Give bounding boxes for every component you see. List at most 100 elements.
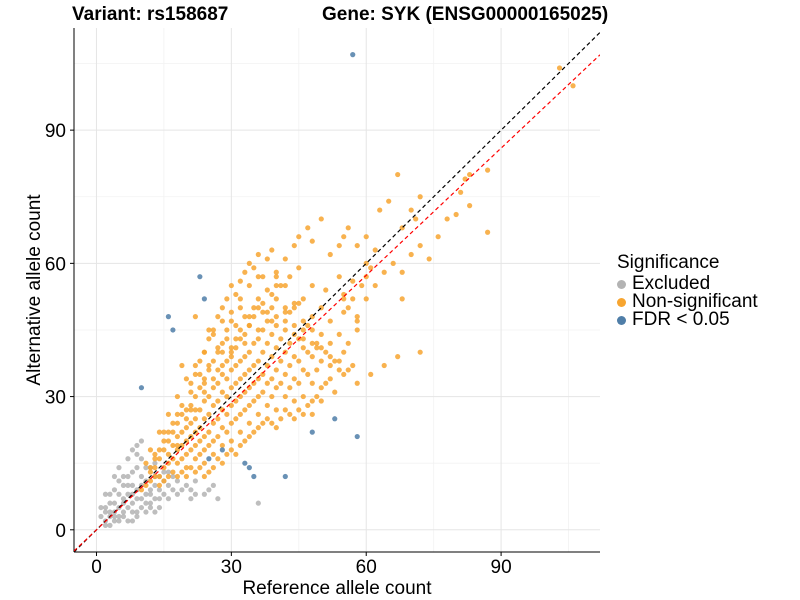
- point-non-significant: [237, 411, 243, 417]
- point-non-significant: [242, 314, 248, 320]
- point-non-significant: [255, 393, 261, 400]
- point-excluded: [152, 509, 158, 515]
- point-non-significant: [210, 465, 216, 471]
- point-non-significant: [192, 416, 198, 422]
- point-excluded: [134, 442, 140, 449]
- point-non-significant: [318, 358, 324, 364]
- point-non-significant: [242, 438, 248, 444]
- point-non-significant: [215, 314, 221, 320]
- legend-swatch-non-significant: [617, 297, 626, 307]
- point-non-significant: [255, 425, 261, 431]
- point-non-significant: [287, 362, 293, 369]
- point-excluded: [192, 491, 198, 497]
- point-non-significant: [305, 322, 311, 329]
- point-non-significant: [233, 380, 239, 386]
- point-excluded: [129, 447, 136, 453]
- point-non-significant: [219, 407, 225, 413]
- point-non-significant: [372, 247, 378, 253]
- point-non-significant: [251, 265, 257, 271]
- point-excluded: [107, 509, 113, 515]
- point-non-significant: [350, 278, 356, 284]
- point-fdr-0-05: [332, 416, 338, 422]
- point-excluded: [134, 509, 140, 515]
- point-non-significant: [215, 367, 221, 373]
- point-non-significant: [251, 362, 257, 369]
- point-excluded: [102, 509, 109, 515]
- point-non-significant: [282, 407, 288, 413]
- point-non-significant: [305, 225, 311, 231]
- point-non-significant: [287, 411, 293, 417]
- point-excluded: [183, 482, 189, 488]
- point-non-significant: [192, 314, 198, 320]
- point-non-significant: [413, 216, 419, 222]
- legend-label-non-significant: Non-significant: [632, 291, 758, 312]
- point-non-significant: [215, 433, 221, 440]
- point-non-significant: [228, 309, 234, 315]
- point-non-significant: [318, 216, 324, 222]
- point-non-significant: [314, 367, 320, 373]
- point-excluded: [111, 473, 118, 480]
- point-excluded: [147, 500, 154, 506]
- point-excluded: [147, 504, 154, 511]
- point-excluded: [170, 473, 176, 480]
- point-non-significant: [233, 398, 239, 404]
- point-non-significant: [260, 349, 266, 355]
- point-non-significant: [210, 376, 216, 382]
- point-non-significant: [228, 318, 234, 324]
- point-non-significant: [336, 358, 342, 364]
- point-non-significant: [354, 314, 360, 320]
- point-excluded: [134, 451, 140, 457]
- point-non-significant: [192, 442, 198, 449]
- point-excluded: [255, 500, 261, 506]
- point-excluded: [134, 496, 140, 502]
- point-non-significant: [318, 398, 324, 404]
- point-non-significant: [345, 367, 351, 373]
- point-non-significant: [165, 411, 172, 417]
- point-non-significant: [179, 402, 185, 409]
- point-non-significant: [188, 420, 194, 426]
- point-excluded: [138, 496, 145, 502]
- point-non-significant: [332, 389, 338, 395]
- point-excluded: [143, 500, 149, 506]
- point-non-significant: [269, 305, 275, 311]
- point-non-significant: [246, 260, 252, 266]
- point-non-significant: [224, 358, 230, 364]
- point-non-significant: [201, 433, 207, 440]
- point-non-significant: [224, 336, 230, 342]
- point-non-significant: [327, 376, 333, 382]
- point-non-significant: [273, 296, 279, 302]
- point-non-significant: [174, 460, 181, 466]
- point-non-significant: [215, 416, 221, 422]
- point-non-significant: [345, 305, 351, 311]
- point-excluded: [179, 487, 185, 493]
- point-non-significant: [269, 291, 275, 298]
- point-non-significant: [341, 309, 347, 315]
- point-non-significant: [170, 420, 176, 426]
- point-excluded: [188, 487, 194, 493]
- point-non-significant: [300, 411, 306, 417]
- point-non-significant: [264, 256, 270, 262]
- point-excluded: [125, 491, 131, 497]
- point-non-significant: [291, 398, 297, 404]
- point-non-significant: [147, 478, 154, 484]
- point-non-significant: [206, 411, 212, 417]
- point-non-significant: [305, 371, 311, 377]
- point-non-significant: [228, 402, 234, 409]
- point-fdr-0-05: [309, 429, 315, 435]
- point-excluded: [188, 496, 194, 502]
- point-non-significant: [467, 203, 473, 209]
- point-non-significant: [188, 389, 194, 395]
- point-non-significant: [309, 238, 315, 244]
- point-excluded: [134, 465, 140, 471]
- point-excluded: [134, 513, 140, 520]
- point-non-significant: [255, 327, 261, 333]
- point-non-significant: [242, 407, 248, 413]
- point-non-significant: [296, 300, 302, 306]
- point-non-significant: [143, 482, 149, 488]
- point-non-significant: [237, 296, 243, 302]
- point-excluded: [125, 456, 131, 462]
- point-excluded: [120, 482, 127, 488]
- point-non-significant: [170, 442, 176, 449]
- point-non-significant: [233, 416, 239, 422]
- point-non-significant: [174, 411, 181, 417]
